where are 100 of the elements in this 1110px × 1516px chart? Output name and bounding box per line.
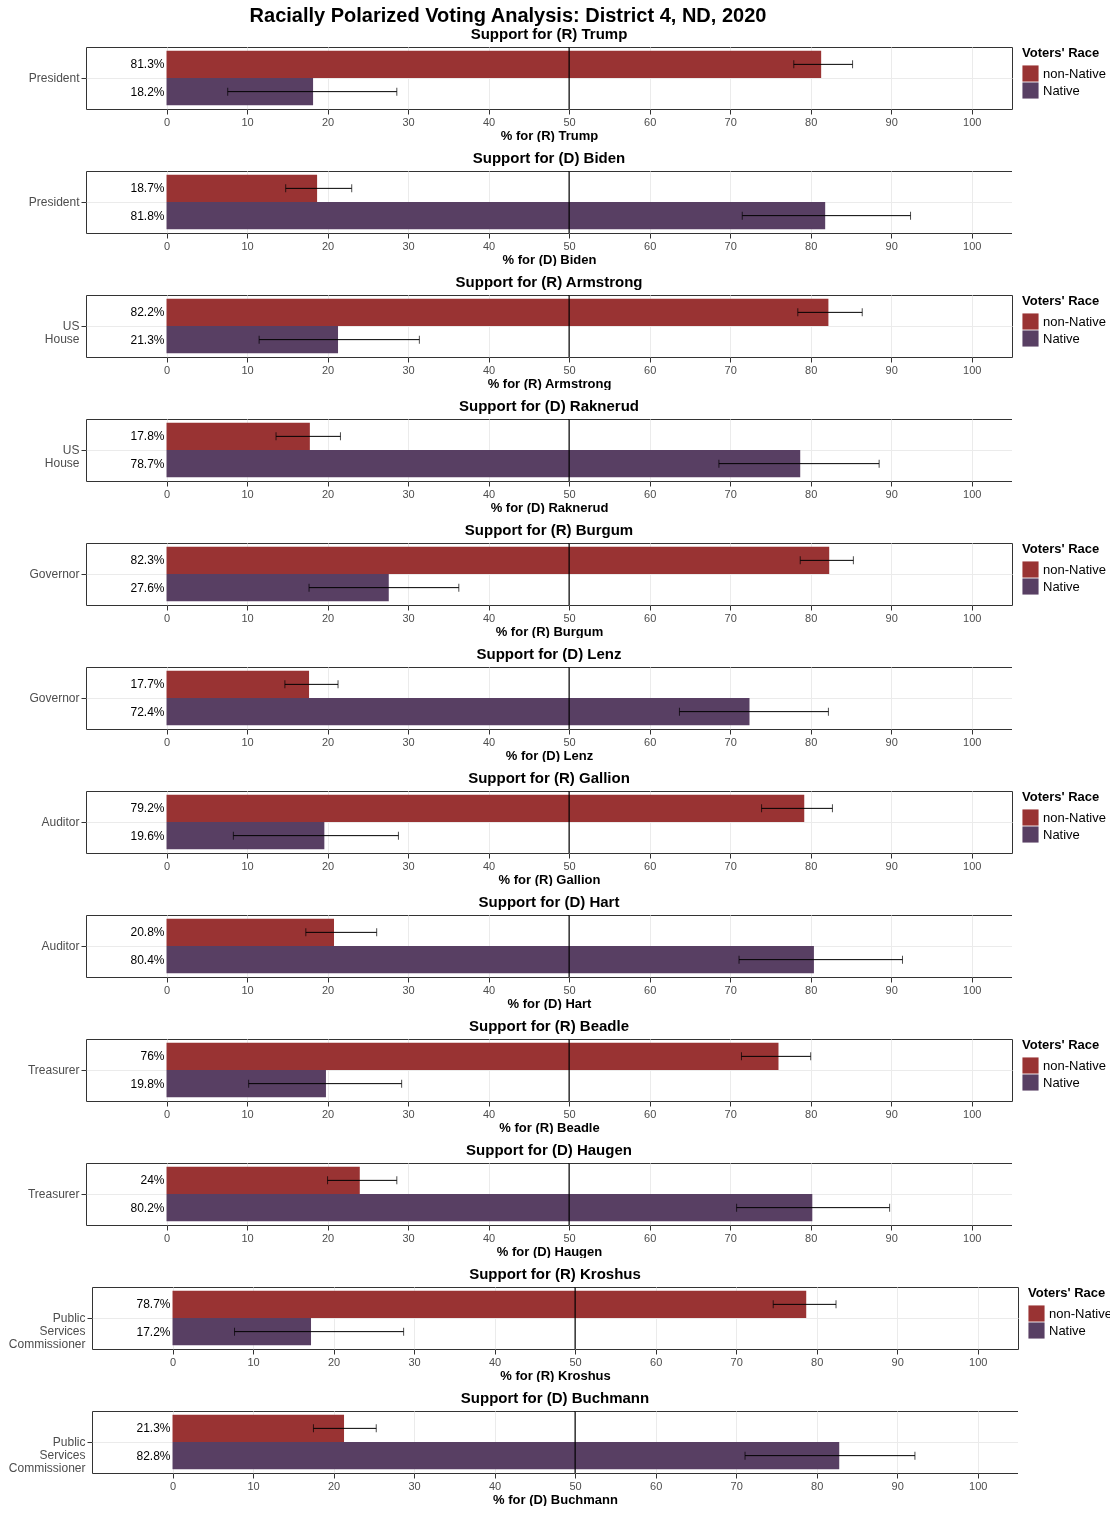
x-tick-label: 100 (963, 859, 982, 872)
x-tick-label: 70 (724, 1107, 737, 1120)
legend-label: non-Native (1043, 809, 1106, 825)
legend-label: non-Native (1043, 561, 1106, 577)
x-tick-label: 10 (241, 859, 254, 872)
x-axis-title: % for (R) Kroshus (500, 1367, 611, 1383)
x-axis-title: % for (R) Beadle (499, 1119, 600, 1135)
legend-label: Native (1043, 826, 1080, 842)
x-tick-label: 10 (241, 487, 254, 500)
x-axis-title: % for (D) Raknerud (490, 499, 609, 515)
x-tick-label: 80 (811, 1355, 824, 1368)
x-tick-label: 90 (885, 859, 898, 872)
x-tick-label: 30 (402, 487, 415, 500)
legend-label: Native (1043, 330, 1080, 346)
x-tick-label: 0 (163, 1231, 171, 1244)
legend-title: Voters' Race (1022, 789, 1100, 804)
x-tick-label: 100 (963, 1231, 982, 1244)
data-label: 17.7% (130, 677, 165, 692)
data-label: 78.7% (130, 456, 165, 471)
x-tick-label: 20 (321, 239, 335, 252)
data-label: 82.3% (130, 553, 165, 568)
x-tick-label: 50 (563, 1231, 576, 1244)
legend-label: Native (1049, 1322, 1086, 1338)
x-axis-title: % for (R) Burgum (495, 623, 604, 639)
x-tick-label: 60 (644, 859, 657, 872)
x-tick-label: 0 (163, 487, 171, 500)
x-tick-label: 30 (402, 735, 415, 748)
x-tick-label: 50 (563, 983, 576, 996)
x-tick-label: 100 (963, 363, 982, 376)
x-tick-label: 0 (169, 1355, 177, 1368)
x-tick-label: 90 (885, 239, 898, 252)
data-label: 81.3% (130, 57, 165, 72)
x-tick-label: 60 (644, 115, 657, 128)
x-axis-title: % for (D) Haugen (496, 1243, 603, 1259)
chart-title: Support for (D) Haugen (466, 1141, 632, 1159)
x-tick-label: 20 (327, 1355, 341, 1368)
x-axis-title: % for (R) Trump (500, 127, 599, 143)
data-label: 81.8% (130, 208, 165, 223)
x-tick-label: 100 (969, 1479, 988, 1492)
legend-label: Native (1043, 1074, 1080, 1090)
x-tick-label: 20 (321, 859, 335, 872)
x-tick-label: 30 (408, 1355, 421, 1368)
x-tick-label: 30 (402, 983, 415, 996)
x-tick-label: 70 (724, 983, 737, 996)
x-tick-label: 40 (488, 1479, 502, 1492)
x-tick-label: 20 (321, 1107, 335, 1120)
chart-title: Support for (R) Burgum (464, 521, 634, 539)
x-axis-title: % for (D) Biden (502, 251, 597, 267)
x-tick-label: 40 (482, 363, 496, 376)
x-tick-label: 50 (563, 859, 576, 872)
legend-label: non-Native (1043, 313, 1106, 329)
legend-title: Voters' Race (1022, 293, 1100, 308)
x-tick-label: 30 (402, 239, 415, 252)
x-tick-label: 60 (644, 487, 657, 500)
x-tick-label: 50 (563, 735, 576, 748)
y-tick-label: Auditor (41, 815, 80, 829)
x-tick-label: 80 (805, 735, 818, 748)
x-tick-label: 70 (724, 859, 737, 872)
x-tick-label: 30 (402, 1107, 415, 1120)
x-tick-label: 30 (402, 363, 415, 376)
x-tick-label: 80 (805, 487, 818, 500)
y-tick-label: US House (44, 443, 80, 470)
data-label: 21.3% (136, 1421, 171, 1436)
x-tick-label: 90 (885, 487, 898, 500)
x-tick-label: 50 (563, 487, 576, 500)
data-label: 79.2% (130, 801, 165, 816)
x-tick-label: 70 (724, 487, 737, 500)
x-tick-label: 80 (805, 239, 818, 252)
x-tick-label: 40 (488, 1355, 502, 1368)
x-tick-label: 70 (730, 1479, 743, 1492)
x-tick-label: 40 (482, 239, 496, 252)
x-tick-label: 80 (805, 1107, 818, 1120)
x-tick-label: 20 (321, 983, 335, 996)
y-tick-label: Public Services Commissioner (8, 1435, 86, 1475)
x-tick-label: 100 (963, 735, 982, 748)
x-tick-label: 60 (644, 983, 657, 996)
x-tick-label: 10 (247, 1355, 260, 1368)
x-tick-label: 100 (963, 611, 982, 624)
x-tick-label: 10 (241, 983, 254, 996)
x-tick-label: 50 (563, 1107, 576, 1120)
x-axis-title: % for (R) Armstrong (487, 375, 612, 391)
x-tick-label: 30 (402, 859, 415, 872)
x-tick-label: 20 (321, 611, 335, 624)
x-tick-label: 90 (885, 1231, 898, 1244)
x-tick-label: 80 (805, 115, 818, 128)
x-tick-label: 10 (241, 611, 254, 624)
x-tick-label: 0 (163, 363, 171, 376)
x-tick-label: 30 (402, 611, 415, 624)
x-tick-label: 30 (402, 1231, 415, 1244)
x-tick-label: 40 (482, 1231, 496, 1244)
x-axis-title: % for (D) Buchmann (493, 1491, 619, 1507)
x-tick-label: 10 (247, 1479, 260, 1492)
x-tick-label: 10 (241, 115, 254, 128)
data-label: 17.2% (136, 1324, 171, 1339)
x-tick-label: 40 (482, 1107, 496, 1120)
x-tick-label: 0 (163, 983, 171, 996)
chart-title: Support for (D) Raknerud (459, 397, 639, 415)
x-tick-label: 60 (644, 1231, 657, 1244)
x-tick-label: 70 (730, 1355, 743, 1368)
x-tick-label: 100 (969, 1355, 988, 1368)
